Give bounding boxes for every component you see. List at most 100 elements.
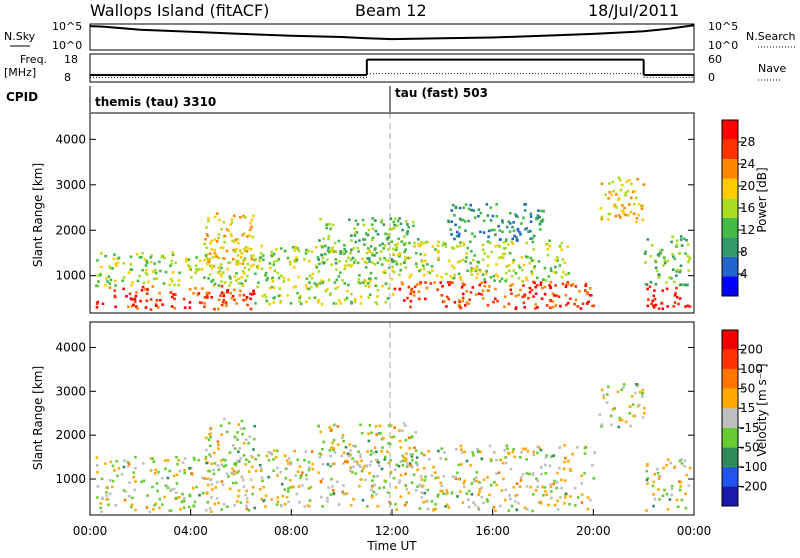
data-cell-0-116	[105, 498, 108, 501]
data-cell-7-1147	[515, 238, 519, 242]
data-cell-10-1299	[679, 235, 683, 238]
data-cell-3-497	[254, 258, 257, 261]
data-cell-1-218	[151, 270, 155, 273]
data-cell-6-873	[685, 473, 688, 477]
data-cell-2-348	[222, 220, 226, 224]
cpid-segment-2: tau (fast) 503	[395, 86, 488, 100]
data-cell-4-636	[407, 491, 410, 495]
data-cell-1-214	[223, 417, 226, 421]
data-cell-1-255	[240, 419, 244, 423]
data-cell-0-36	[180, 500, 184, 504]
data-cell-4-714	[361, 218, 365, 222]
data-cell-2-305	[210, 239, 214, 243]
data-cell-3-497	[319, 430, 323, 434]
data-cell-9-1296	[653, 289, 656, 292]
data-cell-7-1131	[457, 232, 461, 236]
data-cell-5-743	[569, 297, 572, 301]
data-cell-4-767	[559, 496, 562, 499]
data-cell-6-936	[462, 243, 466, 247]
data-cell-3-502	[379, 432, 382, 435]
data-cell-6-1038	[553, 271, 556, 274]
data-cell-1-168	[106, 280, 109, 283]
data-cell-2-355	[242, 232, 246, 235]
data-cell-8-1224	[623, 206, 626, 210]
data-cell-1-153	[155, 277, 158, 280]
data-cell-2-271	[223, 240, 226, 244]
data-cell-6-1027	[431, 269, 434, 272]
data-cell-10-1344	[675, 243, 679, 246]
data-cell-10-1325	[656, 253, 660, 256]
data-cell-6-1007	[530, 270, 533, 274]
data-cell-1-182	[129, 255, 133, 259]
data-cell-2-363	[287, 462, 290, 465]
freq-label-line2: [MHz]	[4, 66, 36, 79]
data-cell-7-1177	[458, 206, 462, 210]
data-cell-4-728	[366, 233, 370, 237]
data-cell-4-608	[519, 456, 522, 459]
data-cell-6-910	[485, 269, 488, 273]
data-cell-4-804	[540, 502, 543, 505]
ytick-label-1000: 1000	[55, 472, 86, 486]
data-cell-5-783	[457, 303, 461, 307]
data-cell-4-734	[406, 462, 409, 465]
data-cell-2-377	[299, 474, 303, 478]
data-cell-5-752	[590, 304, 594, 308]
data-cell-6-886	[684, 506, 688, 510]
data-cell-2-358	[301, 484, 304, 487]
data-cell-4-714	[538, 446, 541, 449]
data-cell-4-663	[460, 463, 463, 466]
data-cell-4-686	[371, 217, 375, 220]
data-cell-10-1342	[649, 281, 653, 284]
data-cell-0-74	[141, 285, 145, 289]
data-cell-4-730	[488, 444, 492, 448]
data-cell-0-28	[245, 507, 249, 511]
data-cell-3-505	[271, 280, 275, 283]
data-cell-5-872	[584, 282, 588, 286]
data-cell-1-209	[240, 276, 243, 279]
colorbar-swatch-0	[722, 486, 738, 506]
data-cell-4-560	[553, 503, 557, 507]
data-cell-0-95	[124, 490, 128, 493]
data-cell-0-33	[120, 472, 124, 476]
data-cell-0-104	[230, 296, 233, 300]
data-cell-5-887	[424, 297, 427, 301]
data-cell-1-151	[96, 259, 99, 262]
data-cell-3-436	[387, 259, 391, 263]
data-cell-4-562	[488, 493, 491, 497]
data-cell-5-862	[511, 283, 514, 286]
data-cell-2-341	[329, 493, 333, 496]
data-cell-3-485	[315, 266, 319, 269]
data-cell-2-335	[229, 223, 232, 226]
data-cell-2-327	[270, 498, 273, 501]
data-cell-1-145	[163, 256, 166, 260]
data-cell-9-1277	[678, 297, 682, 300]
data-cell-6-899	[645, 469, 649, 473]
data-cell-6-944	[395, 262, 399, 266]
data-cell-4-733	[478, 490, 481, 494]
data-cell-2-304	[276, 496, 279, 499]
data-cell-0-47	[154, 302, 158, 306]
data-cell-3-440	[315, 285, 319, 289]
data-cell-7-1102	[495, 214, 499, 218]
data-cell-4-698	[396, 219, 400, 223]
colorbar-swatch-8	[722, 120, 738, 140]
data-cell-5-807	[553, 294, 556, 297]
data-cell-2-417	[307, 487, 311, 490]
data-cell-0-172	[101, 496, 104, 500]
data-cell-3-511	[368, 463, 372, 467]
data-cell-1-180	[220, 280, 223, 283]
colorbar-swatch-2	[722, 447, 738, 467]
data-cell-0-142	[129, 505, 133, 509]
data-cell-4-628	[401, 463, 405, 467]
data-cell-1-217	[243, 427, 246, 430]
data-cell-1-114	[241, 269, 245, 273]
data-cell-1-150	[117, 256, 121, 260]
data-cell-6-1099	[537, 260, 541, 263]
data-cell-1-129	[217, 284, 221, 287]
data-cell-1-256	[185, 260, 188, 263]
data-cell-4-768	[427, 450, 430, 453]
data-cell-2-313	[264, 505, 267, 508]
data-cell-7-1109	[529, 212, 533, 216]
data-cell-4-800	[563, 444, 566, 447]
data-cell-5-830	[457, 299, 461, 302]
